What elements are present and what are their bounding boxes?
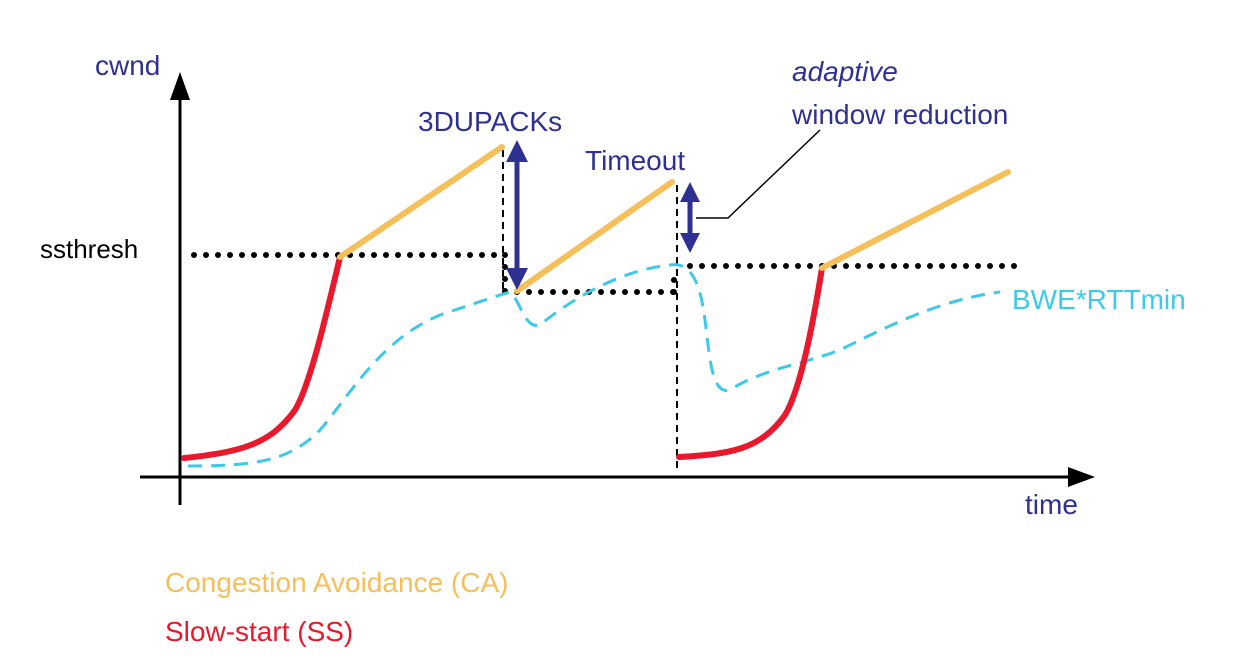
dotted-lines [191, 252, 1018, 295]
slow-start-curve-1 [181, 254, 343, 461]
bwe-rttmin-label: BWE*RTTmin [1012, 284, 1186, 315]
legend-ca: Congestion Avoidance (CA) [165, 567, 508, 598]
slow-start-curve-2 [676, 265, 825, 460]
ca-line-1 [337, 144, 505, 260]
ca-line-3 [819, 169, 1011, 271]
axes [140, 72, 1095, 505]
adaptive-leader-line [696, 129, 821, 219]
reduction-arrows [506, 140, 700, 290]
window-reduction-label: window reduction [791, 99, 1008, 130]
timeout-arrow-head-top [680, 182, 700, 202]
dupacks-arrow-head-bottom [506, 268, 528, 290]
bwe-rttmin-curve [187, 263, 1001, 468]
legend-ss: Slow-start (SS) [165, 616, 353, 647]
ca-line-2 [514, 179, 675, 294]
timeout-arrow-head-bottom [680, 233, 700, 253]
ssthresh-label: ssthresh [40, 234, 138, 264]
dupacks-label: 3DUPACKs [418, 106, 562, 137]
dupacks-arrow-head-top [506, 140, 528, 162]
slow-start-segments [181, 254, 825, 461]
x-axis-label: time [1025, 489, 1078, 520]
timeout-label: Timeout [585, 145, 685, 176]
y-axis-label: cwnd [95, 50, 160, 81]
x-axis-arrowhead [1068, 467, 1095, 487]
y-axis-arrowhead [170, 72, 190, 100]
congestion-avoidance-segments [337, 144, 1011, 294]
adaptive-label: adaptive [792, 56, 898, 87]
